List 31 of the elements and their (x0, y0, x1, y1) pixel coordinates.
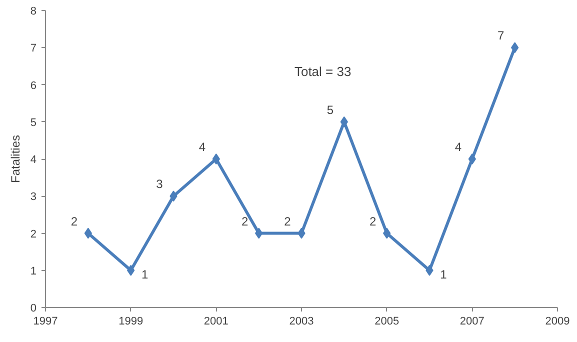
point (212, 154, 220, 164)
point (468, 154, 476, 164)
x-tick-label: 2003 (289, 316, 314, 328)
y-tick-label: 2 (30, 228, 37, 240)
y-tick-label: 4 (30, 154, 37, 166)
data-label: 2 (241, 214, 248, 228)
y-tick-label: 6 (30, 80, 37, 92)
y-tick-label: 0 (30, 302, 37, 314)
x-tick-label: 2007 (460, 316, 484, 328)
x-tick-label: 2005 (374, 316, 400, 328)
annotation: Total = 33 (294, 64, 352, 79)
data-label: 1 (440, 267, 448, 282)
y-tick-label: 3 (30, 191, 37, 204)
data-label: 5 (326, 102, 334, 117)
data-label: 1 (141, 267, 148, 282)
x-tick-label: 1997 (33, 316, 58, 328)
x-tick-label: 2001 (204, 316, 228, 328)
data-label: 4 (454, 140, 462, 154)
y-tick-label: 7 (30, 42, 37, 55)
data-label: 2 (369, 214, 376, 228)
x-tick-label: 2009 (545, 316, 570, 328)
data-label: 3 (156, 177, 164, 192)
data-label: 7 (497, 28, 504, 43)
x-tick-label: 1999 (118, 316, 144, 328)
y-tick-label: 5 (30, 116, 37, 129)
y-tick-label: 8 (30, 6, 37, 18)
y-axis-title: Fatalities (8, 134, 22, 184)
data-label: 2 (70, 214, 78, 228)
data-label: 4 (198, 140, 206, 154)
data-label: 2 (284, 214, 292, 228)
y-tick-label: 1 (30, 265, 37, 278)
